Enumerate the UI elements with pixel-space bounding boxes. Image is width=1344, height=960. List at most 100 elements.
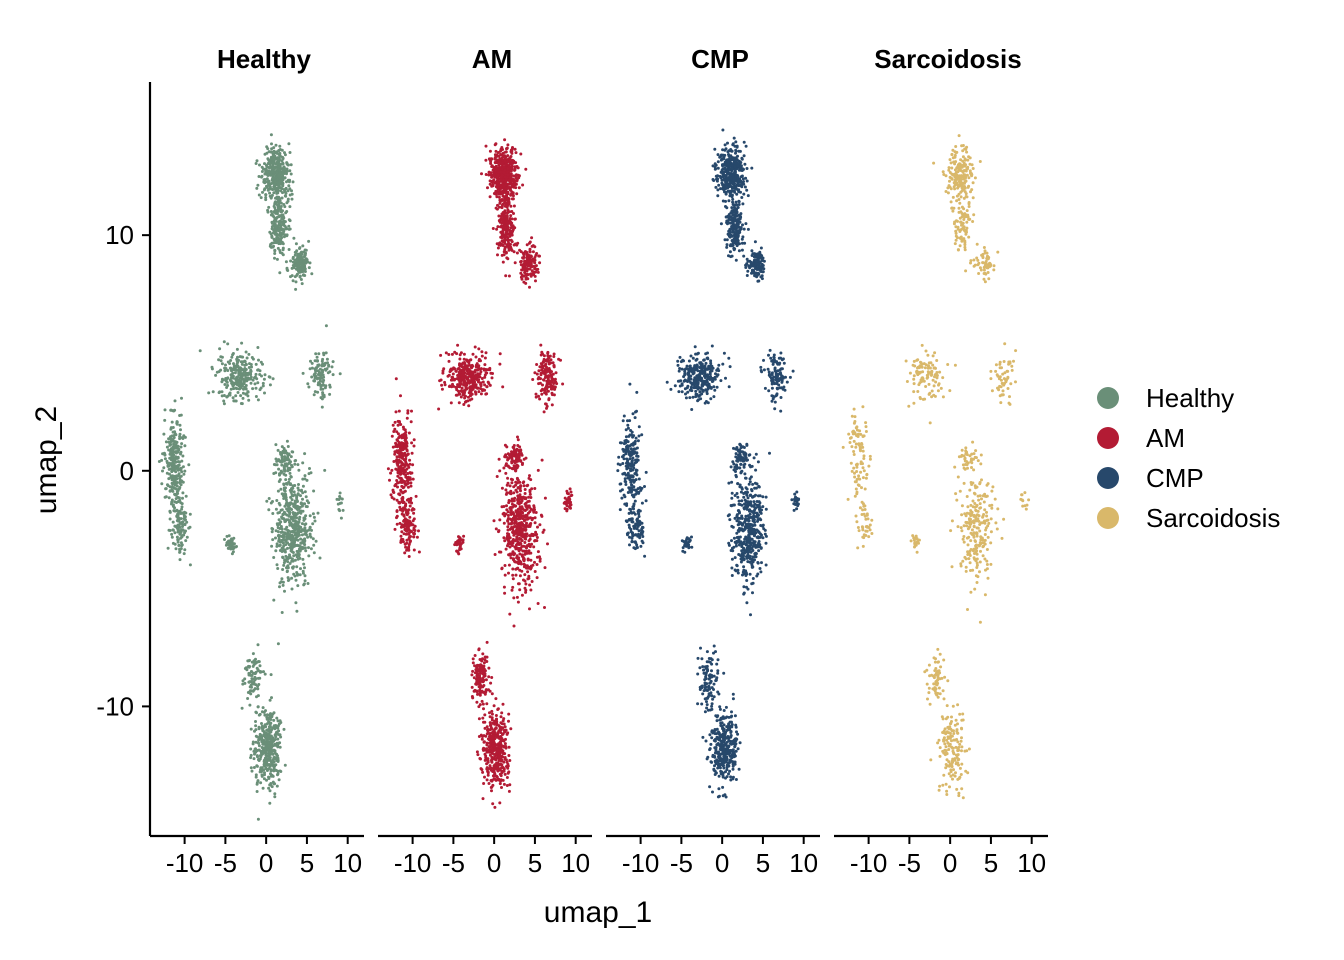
data-point <box>283 205 287 209</box>
data-point <box>312 489 316 493</box>
data-point <box>514 151 518 155</box>
data-point <box>249 747 253 751</box>
data-point <box>405 513 409 517</box>
data-point <box>168 510 172 514</box>
data-point <box>267 508 271 512</box>
data-point <box>249 377 253 381</box>
data-point <box>299 509 303 513</box>
data-point <box>513 559 516 563</box>
data-point <box>257 358 260 362</box>
data-point <box>506 464 510 468</box>
data-point <box>323 386 327 390</box>
data-point <box>267 744 271 748</box>
data-point <box>292 236 296 240</box>
data-point <box>510 540 513 544</box>
data-point <box>493 143 497 147</box>
data-point <box>489 681 493 685</box>
data-point <box>450 352 454 356</box>
data-point <box>282 459 286 463</box>
data-point <box>294 287 298 291</box>
data-point <box>223 369 227 373</box>
data-point <box>278 534 282 538</box>
data-point <box>198 349 202 353</box>
data-point <box>538 381 542 385</box>
data-point <box>324 324 328 328</box>
data-point <box>278 179 282 183</box>
data-point <box>300 504 304 508</box>
facet-points <box>386 138 574 809</box>
data-point <box>301 571 305 575</box>
data-point <box>323 367 327 371</box>
data-point <box>297 468 301 472</box>
data-point <box>522 519 526 523</box>
data-point <box>248 680 252 684</box>
data-point <box>289 482 292 486</box>
data-point <box>262 188 266 192</box>
data-point <box>310 272 314 276</box>
data-point <box>516 166 520 170</box>
data-point <box>265 778 268 782</box>
data-point <box>183 522 187 526</box>
facet-title: AM <box>472 44 512 74</box>
data-point <box>246 394 250 398</box>
data-point <box>217 391 221 395</box>
data-point <box>257 758 260 762</box>
data-point <box>529 558 533 562</box>
data-point <box>546 385 550 389</box>
data-point <box>169 408 173 412</box>
data-point <box>283 489 287 493</box>
data-point <box>286 445 290 448</box>
data-point <box>404 545 408 549</box>
data-point <box>254 740 258 744</box>
data-point <box>174 497 178 501</box>
data-point <box>305 478 309 482</box>
data-point <box>544 362 548 366</box>
data-point <box>163 418 167 422</box>
data-point <box>224 363 227 367</box>
data-point <box>290 450 294 454</box>
data-point <box>475 700 479 704</box>
data-point <box>408 504 412 508</box>
data-point <box>224 543 228 547</box>
data-point <box>320 405 324 409</box>
data-point <box>298 573 302 577</box>
data-point <box>165 471 169 475</box>
data-point <box>297 518 301 521</box>
data-point <box>515 595 519 599</box>
data-point <box>184 511 188 515</box>
data-point <box>495 242 499 246</box>
data-point <box>174 470 178 474</box>
data-point <box>244 362 248 366</box>
data-point <box>531 378 535 381</box>
data-point <box>542 410 546 414</box>
data-point <box>307 239 311 243</box>
data-point <box>390 434 394 438</box>
data-point <box>254 724 258 728</box>
data-point <box>167 437 171 441</box>
data-point <box>289 475 293 478</box>
data-point <box>263 723 267 727</box>
data-point <box>214 373 218 377</box>
data-point <box>507 745 511 749</box>
data-point <box>463 381 467 385</box>
data-point <box>511 161 515 165</box>
data-point <box>476 753 480 757</box>
data-point <box>261 384 265 388</box>
data-point <box>276 489 280 493</box>
data-point <box>407 543 411 546</box>
data-point <box>316 390 320 394</box>
data-point <box>243 359 247 363</box>
data-point <box>528 492 532 496</box>
data-point <box>514 173 518 177</box>
data-point <box>289 501 293 505</box>
data-point <box>502 505 506 508</box>
data-point <box>465 368 468 372</box>
data-point <box>393 420 397 424</box>
data-point <box>523 488 527 491</box>
data-point <box>339 516 343 520</box>
data-point <box>282 221 286 225</box>
data-point <box>265 145 269 149</box>
data-point <box>542 378 545 382</box>
data-point <box>304 258 307 262</box>
data-point <box>253 375 257 379</box>
